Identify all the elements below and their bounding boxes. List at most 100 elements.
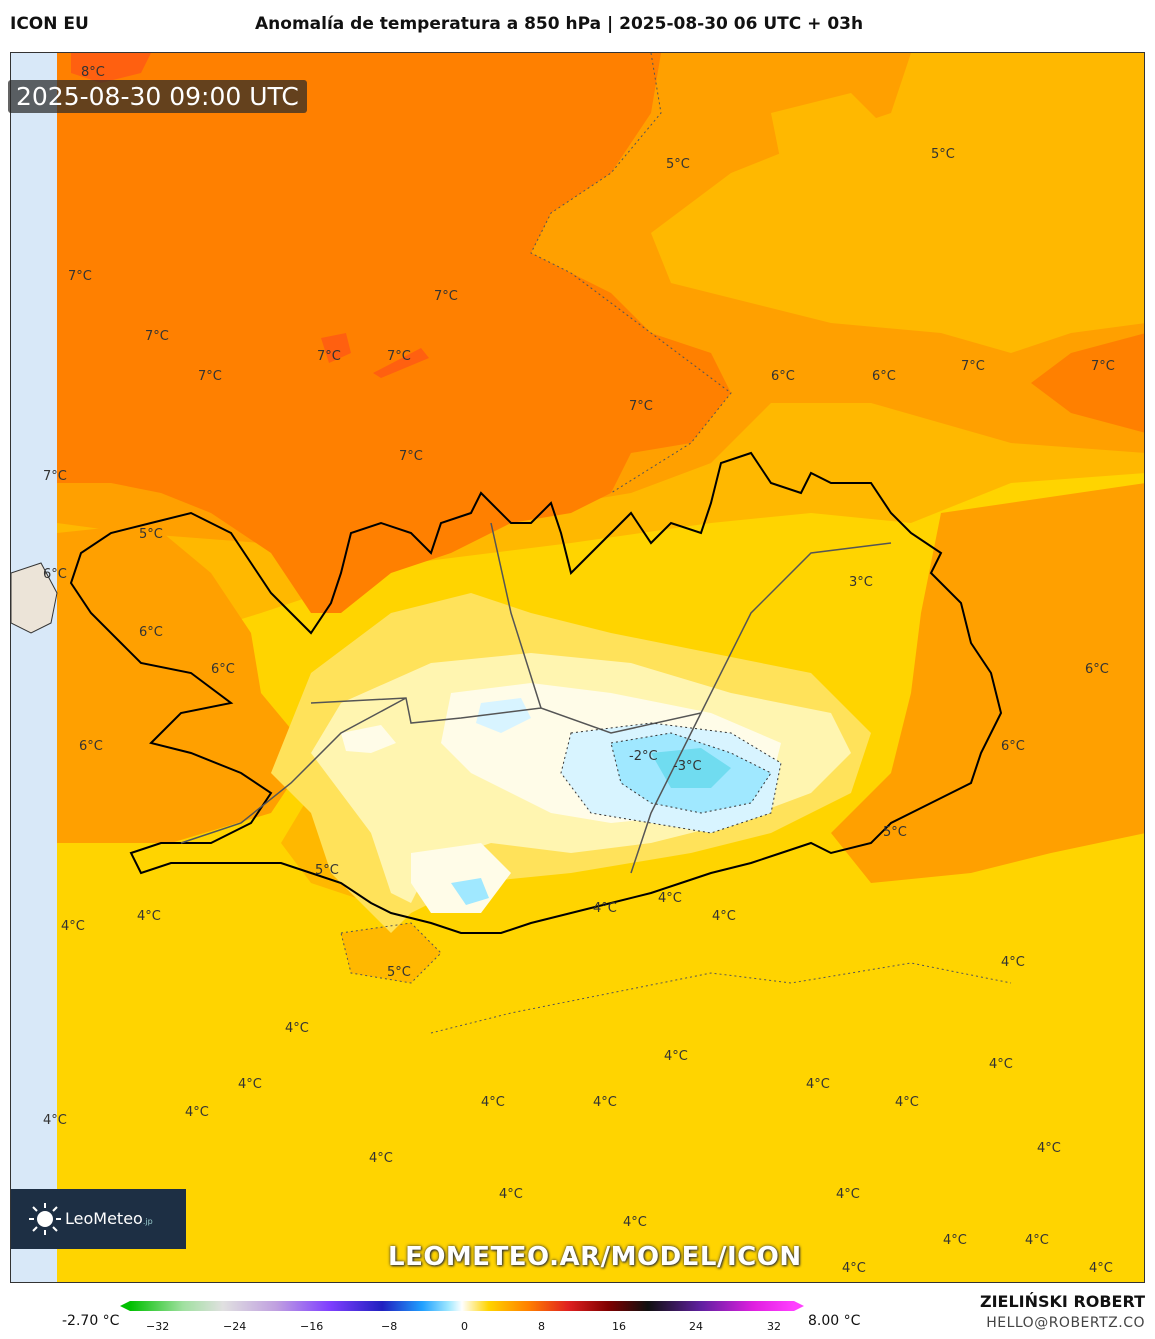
map-label: 4°C [499, 1187, 523, 1202]
map-label: -2°C [629, 749, 658, 764]
map-label: 4°C [836, 1187, 860, 1202]
map-panel[interactable]: 8°C 5°C 5°C 7°C 7°C 7°C 7°C 7°C 7°C 7°C … [10, 52, 1145, 1283]
map-label: 6°C [771, 369, 795, 384]
anomaly-8-north [71, 53, 151, 83]
map-label: 4°C [943, 1233, 967, 1248]
map-label: 4°C [664, 1049, 688, 1064]
colorbar-min-arrow [120, 1301, 130, 1311]
colorbar-tick: 0 [461, 1320, 468, 1333]
map-label: 6°C [139, 625, 163, 640]
map-label: 7°C [1091, 359, 1115, 374]
map-label: 5°C [387, 965, 411, 980]
map-label: 4°C [1001, 955, 1025, 970]
map-label: 3°C [849, 575, 873, 590]
colorbar-gradient [130, 1301, 794, 1311]
colorbar-min-label: -2.70 °C [62, 1313, 120, 1329]
sun-icon [29, 1203, 61, 1235]
colorbar-tick: −32 [146, 1320, 169, 1333]
colorbar-max-arrow [794, 1301, 804, 1311]
map-label: 4°C [623, 1215, 647, 1230]
map-label: 4°C [238, 1077, 262, 1092]
map-label: 7°C [43, 469, 67, 484]
anomaly-7-north [57, 53, 731, 613]
map-label: 4°C [989, 1057, 1013, 1072]
map-label: 7°C [198, 369, 222, 384]
map-label: 7°C [387, 349, 411, 364]
anomaly-neg-sw [341, 725, 396, 753]
domain-edge [11, 53, 57, 1282]
brand-logo[interactable]: LeoMeteo.jp [11, 1189, 186, 1249]
valid-time-box: 2025-08-30 09:00 UTC [8, 80, 307, 113]
colorbar-tick: −24 [223, 1320, 246, 1333]
map-label: 6°C [1001, 739, 1025, 754]
map-label: 5°C [139, 527, 163, 542]
map-label: 4°C [806, 1077, 830, 1092]
map-label: 6°C [79, 739, 103, 754]
map-label: 4°C [61, 919, 85, 934]
map-label: 7°C [434, 289, 458, 304]
anomaly-neg-west [476, 698, 531, 733]
author-contact[interactable]: HELLO@ROBERTZ.CO [986, 1315, 1145, 1331]
logo-wordmark: LeoMeteo.jp [65, 1209, 153, 1228]
model-name: ICON EU [10, 14, 89, 34]
map-label: 4°C [369, 1151, 393, 1166]
colorbar-tick: 16 [612, 1320, 626, 1333]
contour-neg1 [610, 732, 772, 814]
map-label: 5°C [883, 825, 907, 840]
anomaly-5-south [341, 923, 441, 983]
map-label: 7°C [961, 359, 985, 374]
coastline-iceland [69, 451, 1003, 934]
map-label: 6°C [43, 567, 67, 582]
map-label: 7°C [399, 449, 423, 464]
map-svg: 8°C 5°C 5°C 7°C 7°C 7°C 7°C 7°C 7°C 7°C … [11, 53, 1144, 1282]
map-label: 4°C [285, 1021, 309, 1036]
anomaly-5-ne [771, 93, 891, 203]
map-label: -3°C [673, 759, 702, 774]
anomaly-8-spot2 [373, 348, 429, 378]
map-label: 7°C [145, 329, 169, 344]
colorbar-tick: −16 [300, 1320, 323, 1333]
colorbar: −32 −24 −16 −8 0 8 16 24 32 [120, 1301, 804, 1333]
map-label: 6°C [1085, 662, 1109, 677]
coastline-greenland [11, 562, 58, 634]
map-label: 5°C [315, 863, 339, 878]
map-label: 4°C [43, 1113, 67, 1128]
map-label: 4°C [712, 909, 736, 924]
map-label: 4°C [895, 1095, 919, 1110]
anomaly-neg-south [451, 878, 489, 905]
map-label: 7°C [68, 269, 92, 284]
anomaly-7-east [1031, 333, 1144, 433]
map-label: 4°C [658, 891, 682, 906]
anomaly-6-east [831, 483, 1144, 883]
source-url-watermark: LEOMETEO.AR/MODEL/ICON [388, 1242, 802, 1272]
contour-0 [560, 722, 782, 834]
map-label: 4°C [842, 1261, 866, 1276]
chart-title: Anomalía de temperatura a 850 hPa | 2025… [255, 14, 864, 34]
colorbar-tick: 24 [689, 1320, 703, 1333]
map-label: 4°C [593, 1095, 617, 1110]
map-label: 7°C [317, 349, 341, 364]
map-label: 4°C [593, 901, 617, 916]
road-ring [180, 522, 892, 874]
anomaly-6-west [57, 523, 311, 843]
map-label: 6°C [211, 662, 235, 677]
map-label: 4°C [1025, 1233, 1049, 1248]
map-label: 4°C [1089, 1261, 1113, 1276]
map-label: 4°C [1037, 1141, 1061, 1156]
map-label: 6°C [872, 369, 896, 384]
colorbar-tick: 8 [538, 1320, 545, 1333]
anomaly-8-spot1 [321, 333, 351, 363]
map-label: 4°C [481, 1095, 505, 1110]
colorbar-tick: 32 [767, 1320, 781, 1333]
anomaly-neg-3 [651, 748, 731, 788]
isotherm-labels: 8°C 5°C 5°C 7°C 7°C 7°C 7°C 7°C 7°C 7°C … [43, 65, 1115, 1276]
map-label: 7°C [629, 399, 653, 414]
colorbar-tick: −8 [381, 1320, 397, 1333]
author-name: ZIELIŃSKI ROBERT [979, 1292, 1145, 1311]
contour-south [340, 922, 1012, 1034]
map-label: 4°C [137, 909, 161, 924]
map-label: 4°C [185, 1105, 209, 1120]
colorbar-max-label: 8.00 °C [808, 1313, 861, 1329]
map-label: 5°C [666, 157, 690, 172]
map-label: 5°C [931, 147, 955, 162]
